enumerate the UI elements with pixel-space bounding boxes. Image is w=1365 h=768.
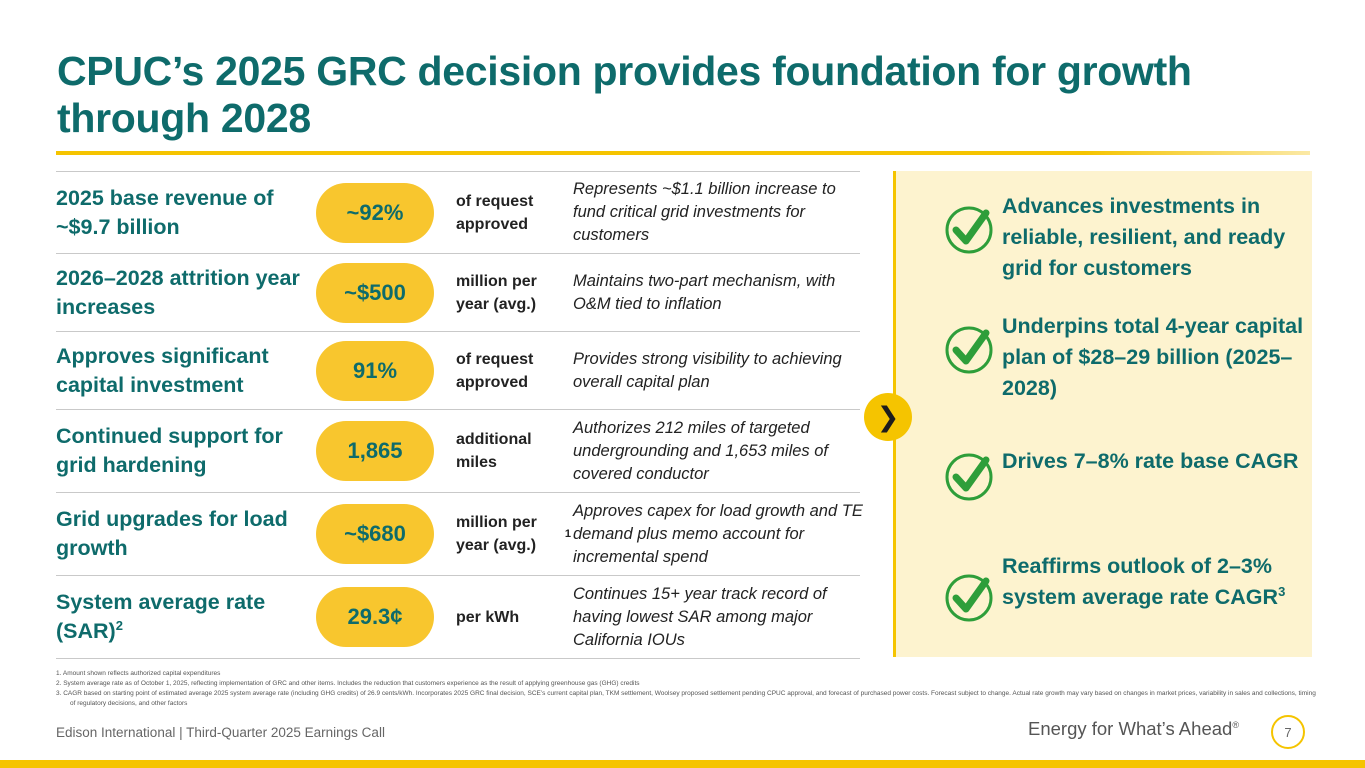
row-label: Grid upgrades for load growth xyxy=(56,507,288,560)
metric-pill: ~92% xyxy=(316,182,434,243)
checkmark-icon xyxy=(945,206,993,254)
row-label: 2025 base revenue of ~$9.7 billion xyxy=(56,185,274,239)
table-row: 2026–2028 attrition year increases ~$500… xyxy=(56,253,860,331)
metric-unit: additional miles xyxy=(456,431,532,471)
page-number: 7 xyxy=(1271,715,1305,749)
row-description: Authorizes 212 miles of targeted undergr… xyxy=(573,418,829,483)
footnote-ref: 3 xyxy=(1278,583,1286,599)
outcomes-panel: Advances investments in reliable, resili… xyxy=(893,171,1312,657)
metric-pill: ~$680 xyxy=(316,504,434,564)
footnotes: 1. Amount shown reflects authorized capi… xyxy=(56,669,1316,709)
footnote: 2. System average rate as of October 1, … xyxy=(56,680,640,687)
footer-event: Edison International | Third-Quarter 202… xyxy=(56,725,385,740)
outcome-text: Underpins total 4-year capital plan of $… xyxy=(1002,314,1304,400)
metric-unit: million per year (avg.) xyxy=(456,272,537,313)
metric-pill: ~$500 xyxy=(316,262,434,323)
row-description: Maintains two-part mechanism, with O&M t… xyxy=(573,271,836,313)
outcome-text: Advances investments in reliable, resili… xyxy=(1002,194,1286,280)
outcome-text: Drives 7–8% rate base CAGR xyxy=(1002,449,1299,473)
chevron-right-icon: ❯ xyxy=(864,393,912,441)
footnote: 3. CAGR based on starting point of estim… xyxy=(56,690,1316,707)
row-description: Approves capex for load growth and TE de… xyxy=(573,501,863,566)
checkmark-icon xyxy=(945,453,993,501)
row-description: Continues 15+ year track record of havin… xyxy=(573,584,827,649)
row-description: Provides strong visibility to achieving … xyxy=(573,349,842,391)
row-description: Represents ~$1.1 billion increase to fun… xyxy=(573,180,836,244)
outcome-text: Reaffirms outlook of 2–3% system average… xyxy=(1002,554,1286,609)
table-row: Grid upgrades for load growth ~$680 mill… xyxy=(56,492,863,575)
table-row: 2025 base revenue of ~$9.7 billion ~92% … xyxy=(56,171,860,253)
footnote-ref: 2 xyxy=(115,617,123,633)
checkmark-icon xyxy=(945,326,993,374)
metric-unit: million per year (avg.) 1 xyxy=(456,514,571,554)
metric-pill: 91% xyxy=(316,340,434,401)
title-divider xyxy=(56,151,1310,155)
page-title: CPUC’s 2025 GRC decision provides founda… xyxy=(57,48,1192,141)
table-row: Approves significant capital investment … xyxy=(56,331,860,409)
footnote: 1. Amount shown reflects authorized capi… xyxy=(56,670,221,677)
metric-pill: 29.3¢ xyxy=(316,587,434,647)
table-row: System average rate (SAR)2 29.3¢ per kWh… xyxy=(56,575,860,659)
row-label: System average rate (SAR)2 xyxy=(56,590,266,643)
table-row: Continued support for grid hardening 1,8… xyxy=(56,409,860,492)
bottom-accent-bar xyxy=(0,760,1365,768)
decision-table: 2025 base revenue of ~$9.7 billion ~92% … xyxy=(56,171,863,659)
row-label: Approves significant capital investment xyxy=(56,343,269,397)
tagline: Energy for What’s Ahead® xyxy=(1028,718,1239,739)
metric-unit: per kWh xyxy=(456,608,520,626)
metric-unit: of request approved xyxy=(456,350,534,391)
row-label: 2026–2028 attrition year increases xyxy=(56,265,300,319)
metric-unit: of request approved xyxy=(456,192,534,233)
registered-mark: ® xyxy=(1232,719,1239,730)
checkmark-icon xyxy=(945,574,993,622)
row-label: Continued support for grid hardening xyxy=(56,424,283,477)
metric-pill: 1,865 xyxy=(316,421,434,481)
